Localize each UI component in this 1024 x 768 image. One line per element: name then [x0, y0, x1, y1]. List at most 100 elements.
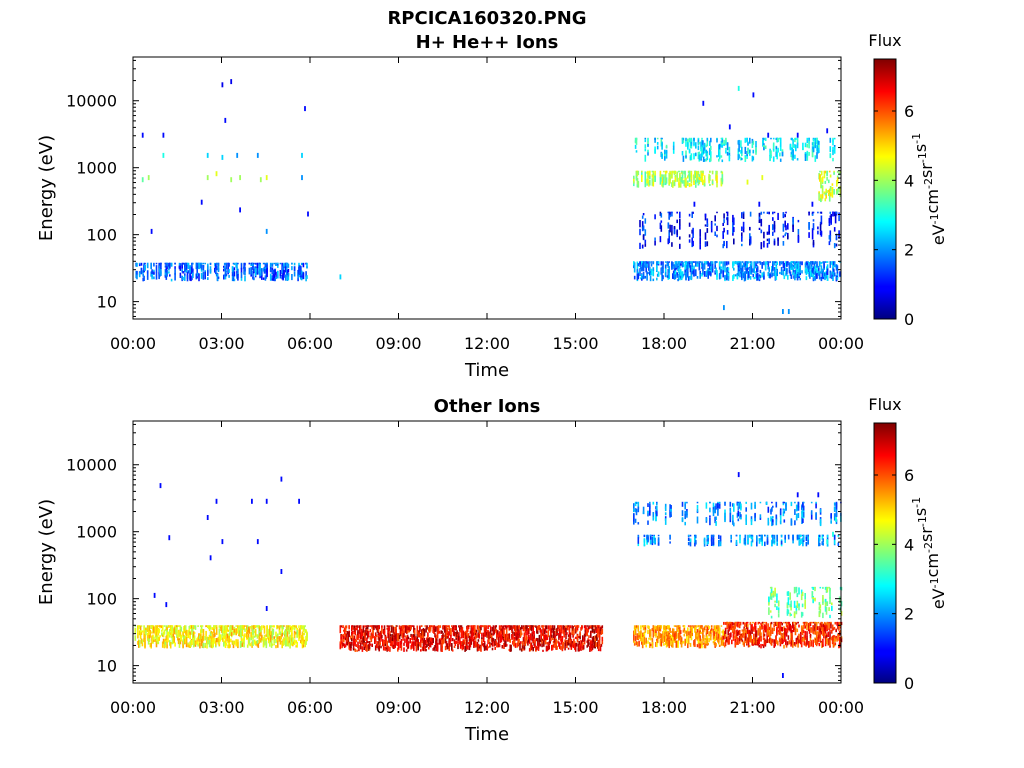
flux-mark [340, 639, 342, 645]
flux-mark [781, 151, 784, 157]
flux-mark [285, 625, 288, 632]
flux-mark [582, 642, 584, 649]
flux-mark [713, 625, 716, 630]
flux-mark [833, 149, 836, 154]
flux-mark [376, 641, 379, 649]
flux-mark [795, 144, 797, 149]
flux-mark [292, 641, 295, 645]
flux-mark [253, 625, 255, 630]
flux-mark [808, 137, 810, 140]
flux-mark [518, 625, 520, 630]
flux-mark [779, 158, 782, 162]
flux-mark [674, 270, 677, 275]
flux-mark [769, 631, 771, 638]
flux-mark [586, 625, 588, 627]
flux-mark [273, 636, 275, 639]
flux-mark [792, 272, 794, 276]
flux-mark [726, 638, 729, 643]
flux-mark [263, 262, 266, 265]
flux-mark [808, 211, 810, 216]
flux-mark [451, 626, 454, 632]
flux-mark [829, 211, 832, 214]
flux-mark [809, 637, 812, 642]
flux-mark [765, 640, 768, 644]
flux-mark [736, 273, 739, 277]
flux-mark [768, 224, 770, 231]
flux-mark [785, 232, 787, 235]
flux-mark [696, 644, 699, 648]
flux-mark [799, 261, 801, 265]
flux-mark [170, 278, 173, 282]
flux-mark [354, 638, 357, 647]
flux-mark [724, 265, 726, 273]
flux-mark [838, 637, 841, 645]
flux-mark [702, 628, 704, 633]
flux-mark [774, 275, 777, 281]
flux-mark [461, 632, 464, 638]
flux-mark [693, 137, 695, 145]
flux-mark [406, 634, 409, 642]
flux-mark [772, 231, 774, 236]
flux-mark [285, 267, 288, 276]
flux-mark [639, 220, 641, 228]
flux-mark [199, 642, 201, 649]
y-tick-label: 10 [97, 293, 117, 312]
flux-mark [356, 627, 358, 631]
flux-mark [454, 625, 457, 628]
flux-mark [674, 639, 677, 643]
flux-mark [243, 634, 245, 641]
flux-mark [687, 262, 690, 265]
flux-mark [551, 644, 554, 651]
flux-mark [679, 261, 681, 269]
flux-mark [824, 622, 827, 626]
flux-mark [596, 629, 598, 634]
flux-mark [254, 266, 257, 269]
flux-mark [726, 211, 729, 217]
flux-mark [505, 640, 507, 647]
flux-mark [636, 261, 639, 270]
flux-mark [539, 643, 542, 647]
flux-mark [723, 219, 725, 224]
flux-mark [710, 157, 712, 162]
x-tick-label: 18:00 [641, 334, 687, 353]
flux-mark [823, 627, 825, 634]
flux-mark [146, 271, 149, 274]
flux-mark [163, 640, 166, 649]
flux-mark [795, 605, 798, 611]
flux-mark [266, 267, 268, 274]
flux-mark [551, 627, 554, 630]
flux-mark [350, 635, 352, 640]
flux-mark [487, 630, 489, 637]
flux-mark [428, 627, 430, 632]
flux-mark [252, 636, 254, 640]
flux-mark [570, 644, 573, 650]
flux-mark [752, 274, 755, 278]
flux-mark [742, 221, 745, 229]
flux-mark [503, 638, 505, 642]
flux-mark [775, 635, 777, 643]
flux-mark [667, 262, 670, 268]
flux-mark [497, 639, 500, 648]
flux-mark [638, 635, 640, 638]
flux-mark [818, 643, 821, 647]
flux-mark [246, 635, 249, 639]
flux-mark [512, 640, 514, 645]
flux-band-5 [818, 170, 842, 203]
flux-mark [768, 596, 770, 602]
flux-mark [290, 627, 292, 630]
flux-mark [822, 271, 824, 280]
flux-mark [140, 638, 143, 644]
flux-mark [169, 625, 172, 632]
flux-mark [402, 632, 404, 641]
flux-mark [242, 639, 244, 643]
flux-mark [824, 627, 827, 634]
flux-mark [271, 635, 274, 639]
flux-mark [800, 625, 803, 633]
flux-mark [714, 261, 716, 263]
flux-mark [674, 261, 677, 263]
flux-mark [398, 625, 401, 627]
flux-mark [709, 158, 711, 163]
flux-mark [802, 142, 804, 151]
flux-mark [388, 626, 390, 631]
flux-mark [681, 138, 684, 141]
